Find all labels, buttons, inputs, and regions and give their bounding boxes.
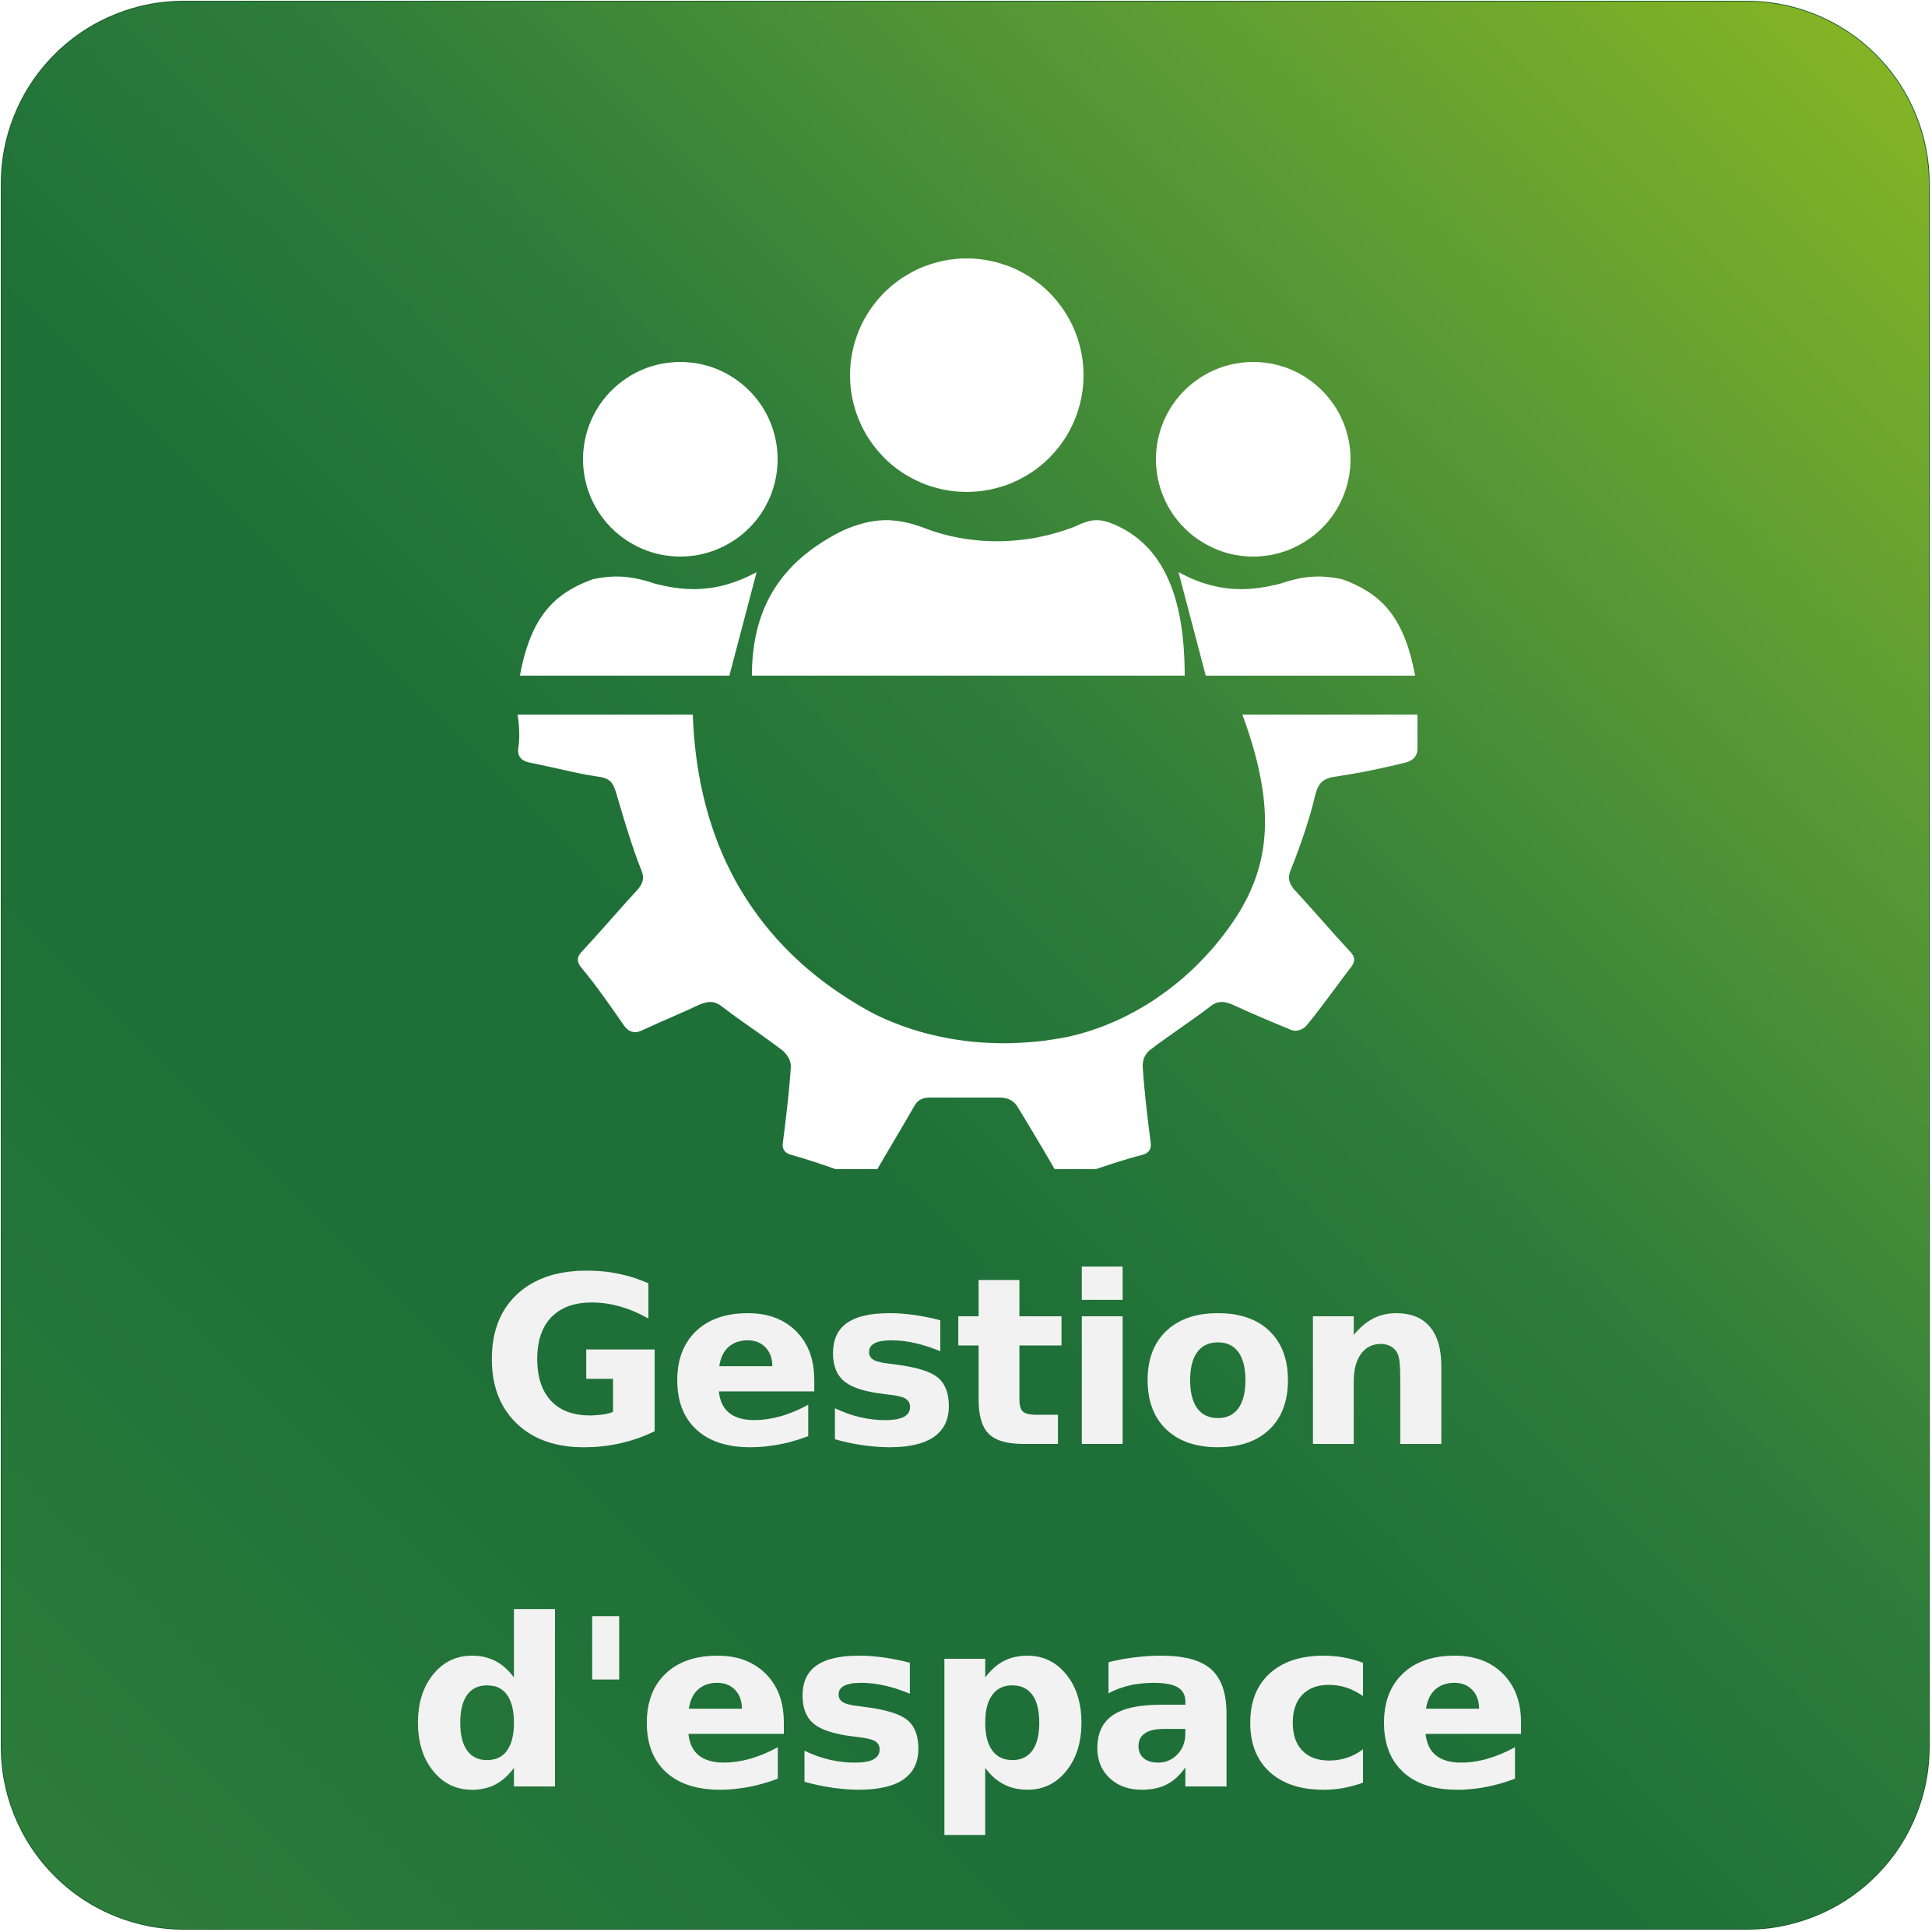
center-person-head [850, 258, 1084, 492]
team-gear-icon [518, 258, 1417, 1169]
right-person-head [1156, 362, 1351, 557]
left-person-head [583, 362, 778, 557]
right-person-body [1179, 572, 1415, 676]
caption-line-1: Gestion [479, 1228, 1460, 1499]
caption-line-2: d'espace [407, 1570, 1532, 1842]
gear-shape [518, 715, 1417, 1169]
left-person-body [520, 572, 757, 676]
center-person-body [752, 520, 1185, 676]
